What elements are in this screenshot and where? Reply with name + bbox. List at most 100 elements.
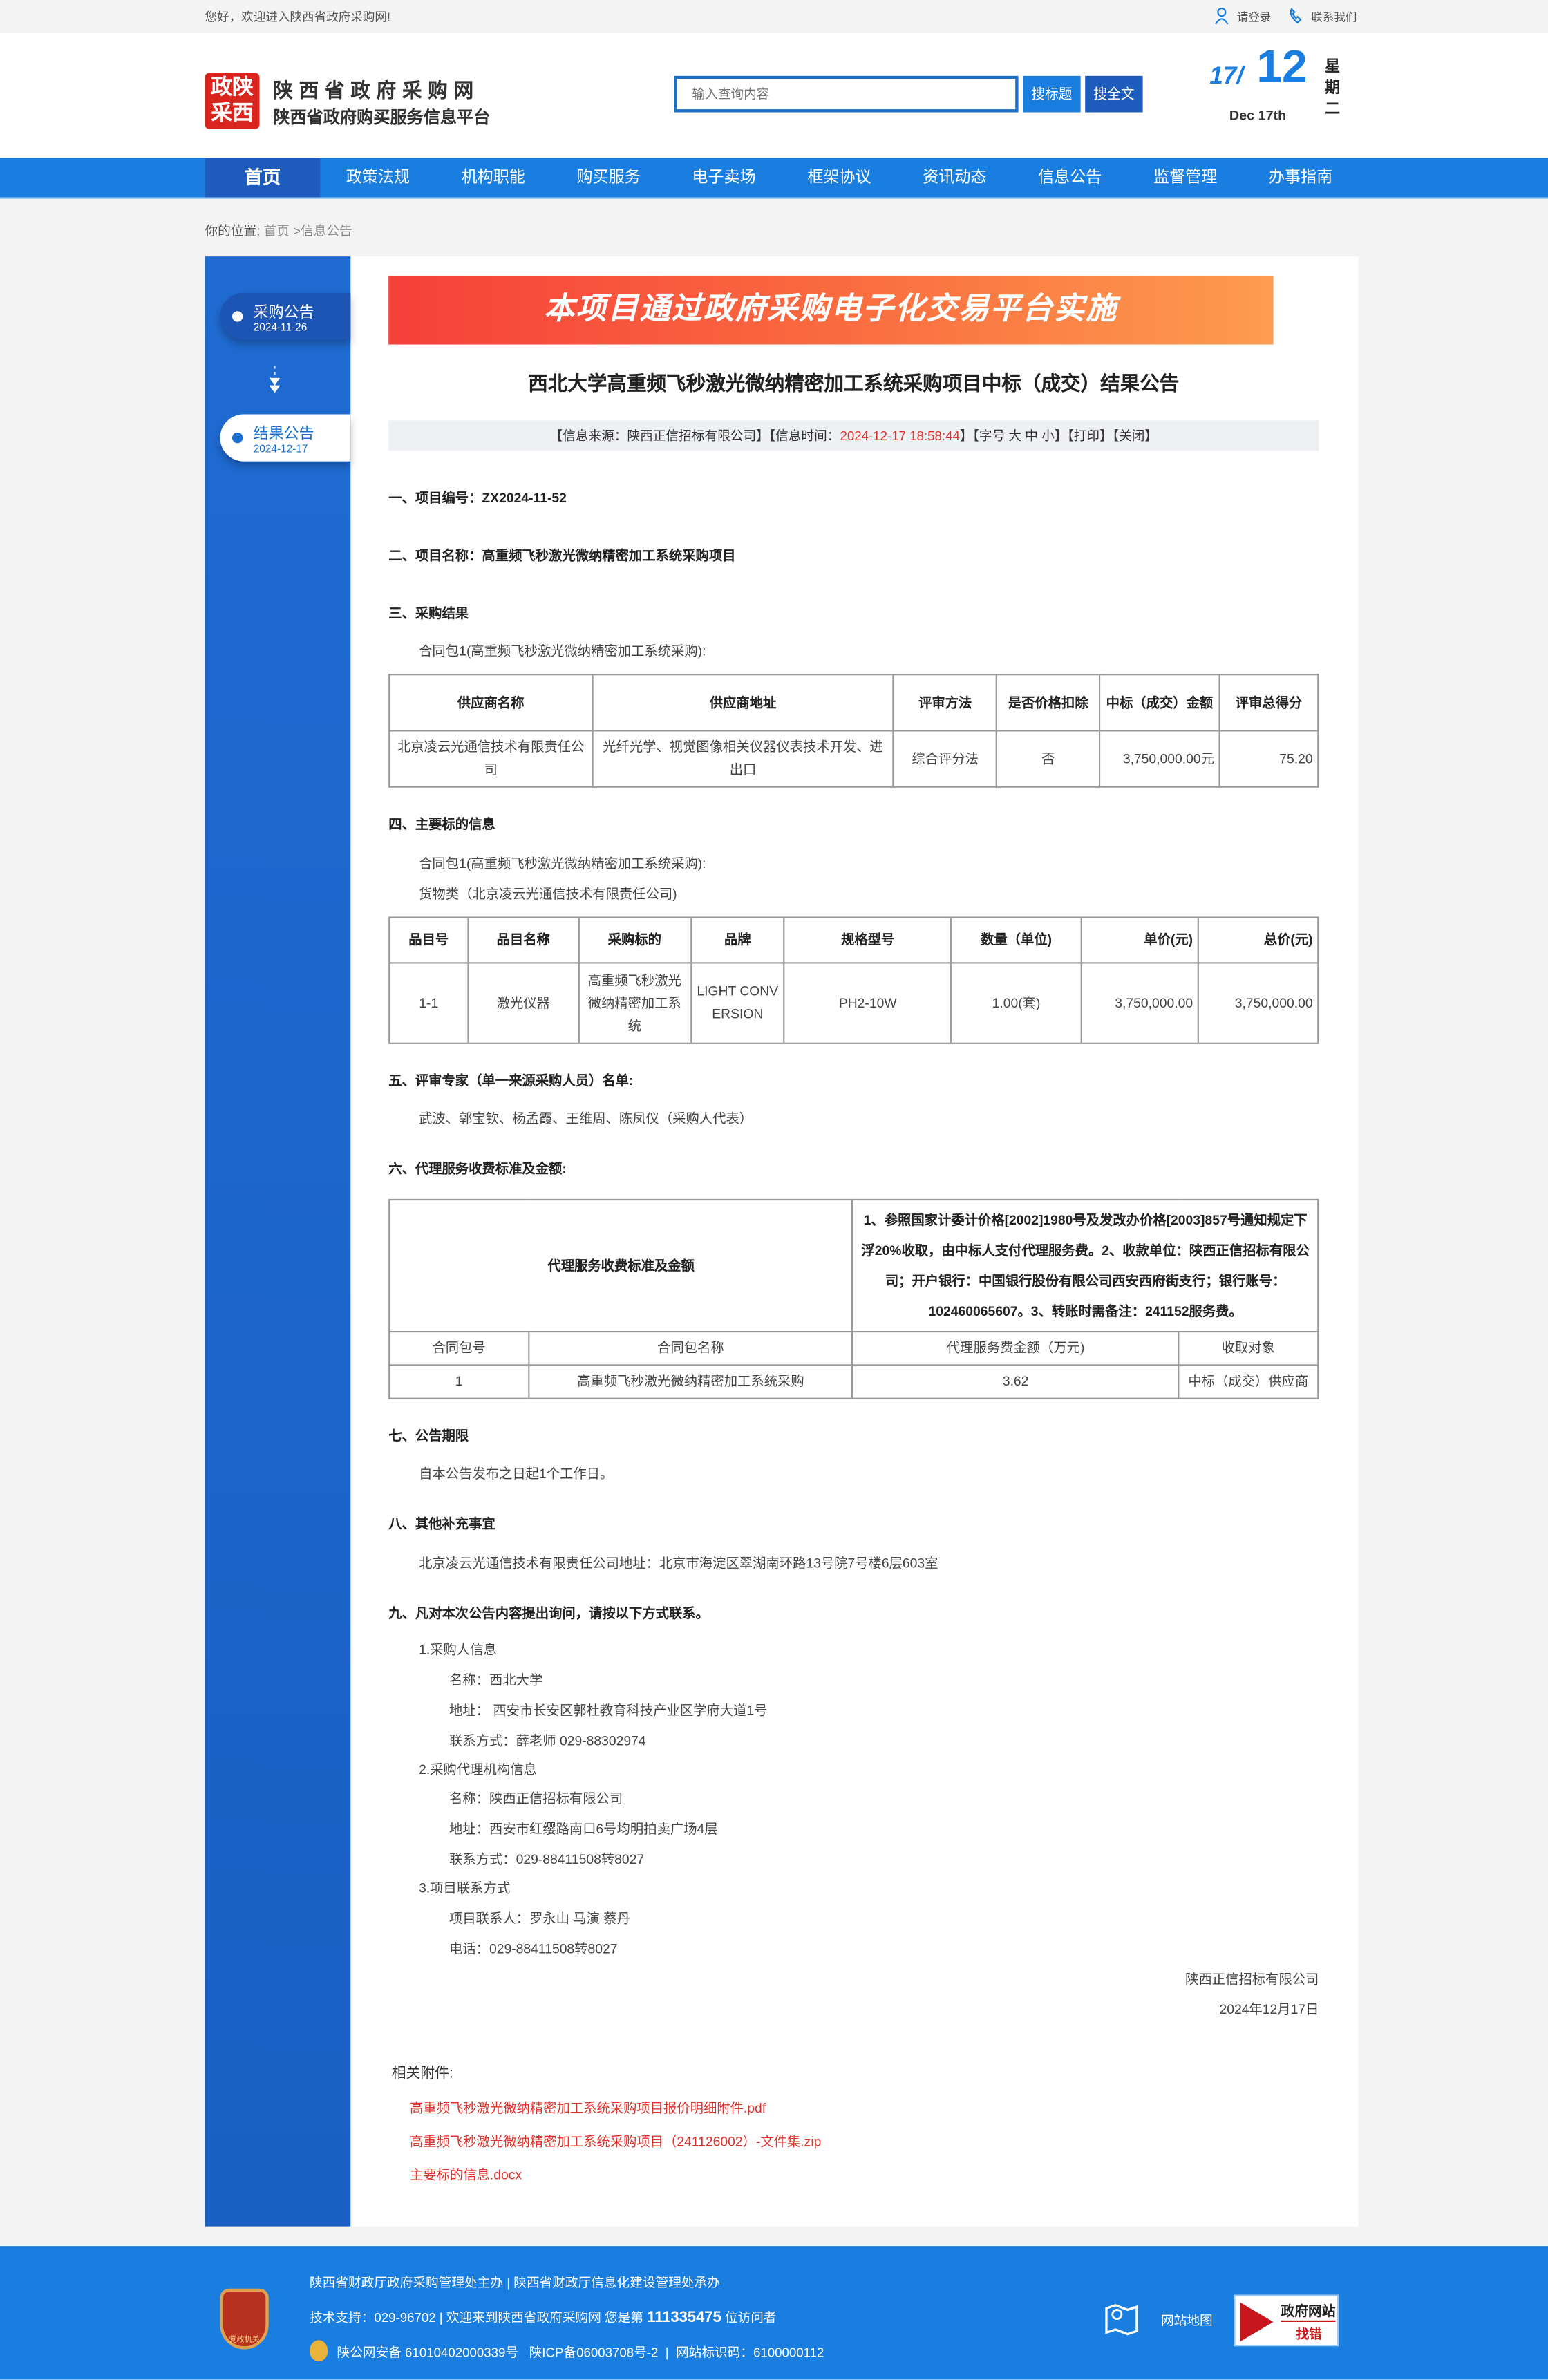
site-name: 陕西省政府采购网 [273, 79, 480, 102]
table-header: 中标（成交）金额 [1099, 674, 1220, 732]
table-header: 是否价格扣除 [996, 674, 1101, 732]
attachment-link[interactable]: 高重频飞秒激光微纳精密加工系统采购项目（241126002）-文件集.zip [409, 2133, 822, 2149]
table-cell: 1.00(套) [950, 962, 1082, 1044]
nav-announcements[interactable]: 信息公告 [1038, 168, 1102, 187]
item-table: 品目号 品目名称 采购标的 品牌 规格型号 数量（单位) 单价(元) 总价(元)… [388, 916, 1319, 1044]
section-heading: 二、项目名称：高重频飞秒激光微纳精密加工系统采购项目 [388, 547, 736, 563]
map-icon[interactable] [1104, 2302, 1140, 2339]
table-cell: 代理服务费金额（万元) [851, 1330, 1180, 1366]
breadcrumb-separator: > [289, 223, 301, 238]
table-header: 代理服务收费标准及金额 [388, 1198, 854, 1333]
footer-visitor-suffix: 位访问者 [721, 2310, 777, 2325]
divider [1281, 2320, 1336, 2323]
breadcrumb-current[interactable]: 信息公告 [301, 223, 352, 238]
sidebar [205, 256, 351, 2227]
footer-support: 技术支持：029-96702 | 欢迎来到陕西省政府采购网 您是第 [310, 2310, 648, 2325]
signature-org: 陕西正信招标有限公司 [1185, 1971, 1319, 1987]
paragraph: 联系方式：薛老师 029-88302974 [449, 1732, 646, 1748]
sidebar-item-procurement-notice[interactable]: 采购公告 2024-11-26 [220, 292, 351, 340]
table-header: 供应商名称 [388, 674, 594, 732]
paragraph: 2.采购代理机构信息 [419, 1762, 537, 1777]
error-report-bottom: 找错 [1296, 2326, 1322, 2342]
paragraph: 1.采购人信息 [419, 1642, 497, 1658]
table-header: 供应商地址 [591, 674, 895, 732]
section-heading: 八、其他补充事宜 [388, 1515, 495, 1531]
paragraph: 武波、郭宝钦、杨孟霞、王维周、陈凤仪（采购人代表） [419, 1111, 753, 1126]
sidebar-item-label: 结果公告 [253, 426, 314, 444]
info-time: 2024-12-17 18:58:44 [840, 428, 960, 444]
nav-policy[interactable]: 政策法规 [346, 168, 410, 187]
section-heading: 九、凡对本次公告内容提出询问，请按以下方式联系。 [388, 1605, 709, 1621]
visitor-count: 111335475 [647, 2310, 721, 2327]
magnifier-icon [1240, 2302, 1274, 2342]
table-header: 数量（单位) [950, 916, 1082, 964]
paragraph: 合同包1(高重频飞秒激光微纳精密加工系统采购): [419, 643, 706, 659]
attachments-label: 相关附件: [391, 2065, 453, 2083]
error-report-top: 政府网站 [1281, 2303, 1336, 2319]
table-cell: 75.20 [1218, 730, 1319, 788]
sidebar-item-result-notice[interactable]: 结果公告 2024-12-17 [220, 414, 351, 462]
section-heading: 七、公告期限 [388, 1428, 469, 1444]
nav-home[interactable]: 首页 [205, 158, 321, 198]
nav-institutions[interactable]: 机构职能 [461, 168, 525, 187]
table-cell: 1 [388, 1364, 530, 1399]
table-cell: 高重频飞秒激光微纳精密加工系统采购 [527, 1364, 854, 1399]
nav-supervision[interactable]: 监督管理 [1153, 168, 1218, 187]
table-header: 品牌 [690, 916, 786, 964]
table-cell: PH2-10W [784, 962, 952, 1044]
platform-banner: 本项目通过政府采购电子化交易平台实施 [388, 276, 1274, 345]
login-link[interactable]: 请登录 [1236, 10, 1272, 25]
table-row: 1 高重频飞秒激光微纳精密加工系统采购 3.62 中标（成交）供应商 [388, 1364, 1319, 1399]
paragraph: 合同包1(高重频飞秒激光微纳精密加工系统采购): [419, 856, 706, 871]
nav-news[interactable]: 资讯动态 [923, 168, 987, 187]
search-input[interactable] [674, 75, 1019, 113]
nav-purchase-services[interactable]: 购买服务 [576, 168, 641, 187]
footer: 党政机关 陕西省财政厅政府采购管理处主办 | 陕西省财政厅信息化建设管理处承办 … [0, 2246, 1548, 2380]
bullet-icon [232, 311, 243, 322]
sitemap-link[interactable]: 网站地图 [1161, 2312, 1213, 2328]
date-english: Dec 17th [1229, 107, 1287, 123]
date-day: 17/ [1209, 64, 1244, 90]
table-cell: 3,750,000.00 [1080, 962, 1199, 1044]
search-title-button[interactable]: 搜标题 [1023, 75, 1081, 113]
gov-site-error-report[interactable]: 政府网站 找错 [1234, 2294, 1339, 2347]
header: 政陕采西 陕西省政府采购网 陕西省政府购买服务信息平台 搜标题 搜全文 17/ … [0, 33, 1548, 158]
paragraph: 3.项目联系方式 [419, 1880, 511, 1896]
arrow-down-icon [267, 366, 283, 404]
nav-guide[interactable]: 办事指南 [1268, 168, 1333, 187]
breadcrumb-label: 你的位置: [205, 223, 261, 238]
table-cell: 高重频飞秒激光微纳精密加工系统 [578, 962, 692, 1044]
attachment-link[interactable]: 主要标的信息.docx [409, 2167, 522, 2182]
party-emblem-icon[interactable]: 党政机关 [220, 2288, 269, 2350]
table-header: 总价(元) [1197, 916, 1319, 964]
table-header: 评审方法 [893, 674, 998, 732]
weekday: 星期二 [1325, 59, 1341, 119]
paragraph: 自本公告发布之日起1个工作日。 [419, 1466, 614, 1482]
nav-e-mall[interactable]: 电子卖场 [692, 168, 756, 187]
section-heading: 五、评审专家（单一来源采购人员）名单: [388, 1073, 634, 1088]
attachment-link[interactable]: 高重频飞秒激光微纳精密加工系统采购项目报价明细附件.pdf [409, 2100, 766, 2116]
table-cell: 收取对象 [1178, 1330, 1319, 1366]
table-cell: 3.62 [851, 1364, 1180, 1399]
paragraph: 北京凌云光通信技术有限责任公司地址：北京市海淀区翠湖南环路13号院7号楼6层60… [419, 1555, 938, 1571]
site-logo[interactable]: 政陕采西 [205, 73, 260, 129]
footer-line-3[interactable]: 陕公网安备 61010402000339号 陕ICP备06003708号-2 |… [337, 2344, 824, 2360]
nav-framework[interactable]: 框架协议 [807, 168, 871, 187]
search-fulltext-button[interactable]: 搜全文 [1085, 75, 1143, 113]
info-bar: 【信息来源：陕西正信招标有限公司】【信息时间：2024-12-17 18:58:… [388, 420, 1319, 451]
paragraph: 地址：西安市红缨路南口6号均明拍卖广场4层 [449, 1821, 718, 1837]
date-month: 12 [1256, 42, 1308, 93]
info-actions[interactable]: 】【字号 大 中 小】【打印】【关闭】 [959, 428, 1158, 444]
table-header: 单价(元) [1080, 916, 1199, 964]
table-cell: 北京凌云光通信技术有限责任公司 [388, 730, 594, 788]
table-cell: 激光仪器 [467, 962, 580, 1044]
contact-link[interactable]: 联系我们 [1311, 10, 1357, 25]
table-cell: 合同包名称 [527, 1330, 854, 1366]
table-cell: 否 [996, 730, 1101, 788]
bullet-icon [232, 432, 243, 444]
site-subtitle: 陕西省政府购买服务信息平台 [273, 109, 491, 128]
breadcrumb-home[interactable]: 首页 [263, 223, 290, 238]
phone-icon [1288, 8, 1303, 28]
section-heading: 三、采购结果 [388, 605, 469, 621]
sidebar-item-date: 2024-12-17 [253, 444, 308, 455]
